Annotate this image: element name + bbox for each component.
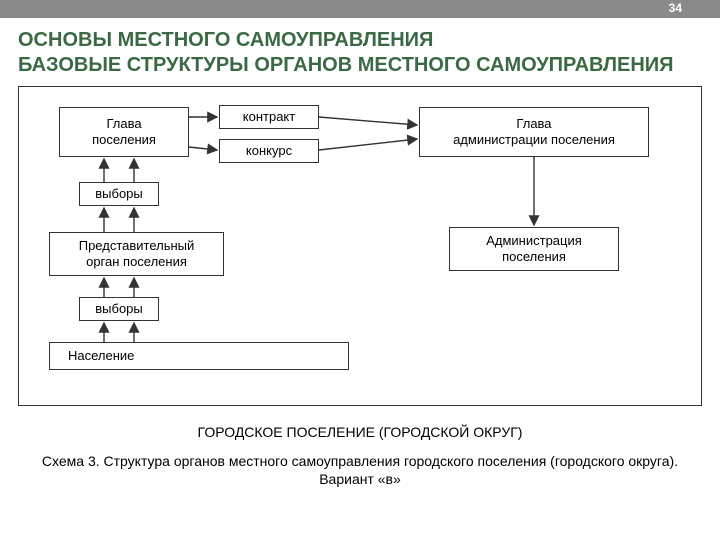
box-rep-body: Представительныйорган поселения <box>49 232 224 276</box>
top-bar: 34 <box>0 0 720 18</box>
footer-line-2: Схема 3. Структура органов местного само… <box>0 452 720 488</box>
title-line-2: БАЗОВЫЕ СТРУКТУРЫ ОРГАНОВ МЕСТНОГО САМОУ… <box>18 54 674 76</box>
box-head-settlement: Главапоселения <box>59 107 189 157</box>
box-contract: контракт <box>219 105 319 129</box>
box-competition: конкурс <box>219 139 319 163</box>
diagram-frame: Главапоселения контракт конкурс Главаадм… <box>18 86 702 406</box>
box-population: Население <box>49 342 349 370</box>
box-administration: Администрацияпоселения <box>449 227 619 271</box>
box-head-admin: Главаадминистрации поселения <box>419 107 649 157</box>
slide-title: ОСНОВЫ МЕСТНОГО САМОУПРАВЛЕНИЯ БАЗОВЫЕ С… <box>0 18 720 86</box>
footer-line-1: ГОРОДСКОЕ ПОСЕЛЕНИЕ (ГОРОДСКОЙ ОКРУГ) <box>0 424 720 440</box>
box-elections-1: выборы <box>79 182 159 206</box>
page-number: 34 <box>669 1 682 15</box>
title-line-1: ОСНОВЫ МЕСТНОГО САМОУПРАВЛЕНИЯ <box>18 29 433 51</box>
box-elections-2: выборы <box>79 297 159 321</box>
